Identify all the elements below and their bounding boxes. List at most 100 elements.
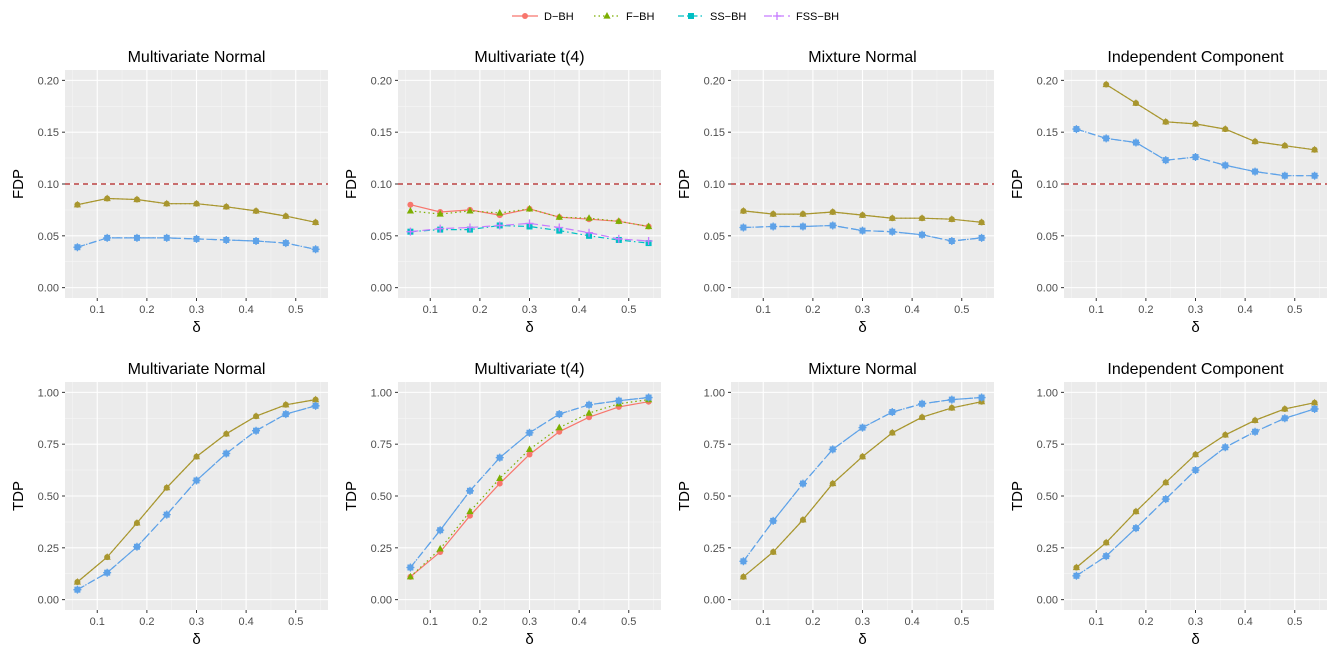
data-point-fss-bh [465, 223, 474, 232]
data-point-fss-bh [769, 516, 778, 525]
data-point-f-bh [311, 395, 320, 403]
data-point-fss-bh [1191, 153, 1200, 162]
data-point-fss-bh [828, 445, 837, 454]
panel-fdp-1: Multivariate Normal 0.00 0.05 0.10 0.15 0.20 0… [10, 49, 328, 336]
panel-title: Multivariate t(4) [474, 361, 584, 378]
data-point-fss-bh [281, 410, 290, 419]
data-point-f-bh [222, 202, 230, 210]
tick-label-y: 0.00 [38, 595, 59, 607]
tick-label-x: 0.4 [238, 616, 253, 628]
data-point-f-bh [1162, 478, 1170, 486]
series-line-fss-bh [410, 222, 649, 242]
data-point-f-bh [103, 553, 111, 560]
data-point-fss-bh [1131, 524, 1140, 533]
x-axis-label: δ [858, 631, 866, 648]
tick-label-y: 0.10 [38, 179, 59, 191]
data-point-f-bh [192, 199, 201, 207]
tick-label-x: 0.3 [1188, 304, 1203, 316]
tick-label-y: 0.20 [704, 75, 725, 87]
data-point-f-bh [918, 413, 926, 420]
tick-label-y: 0.00 [1037, 283, 1058, 295]
data-point-fss-bh [525, 219, 534, 228]
tick-label-y: 0.00 [1037, 595, 1058, 607]
y-axis-label: FDP [10, 169, 27, 199]
tick-label-x: 0.4 [904, 304, 919, 316]
tick-label-y: 0.00 [38, 283, 59, 295]
data-point-d-bh [556, 428, 563, 435]
panel-fdp-3: Mixture Normal 0.00 0.05 0.10 0.15 0.20 0.1 0.2… [676, 49, 994, 336]
data-point-fss-bh [222, 449, 231, 458]
tick-label-y: 0.75 [1037, 439, 1058, 451]
tick-label-y: 0.15 [371, 127, 392, 139]
data-point-fss-bh [739, 223, 748, 232]
data-point-f-bh [739, 206, 748, 214]
tick-label-x: 0.4 [1237, 616, 1252, 628]
tick-label-x: 0.1 [423, 616, 438, 628]
data-point-fss-bh [73, 243, 82, 252]
data-point-fss-bh [918, 230, 927, 239]
legend-item-f-bh: F−BH [594, 11, 654, 23]
data-point-fss-bh [495, 453, 504, 462]
tick-label-x: 0.2 [1138, 616, 1153, 628]
series-line-f-bh [77, 399, 316, 583]
panel-title: Multivariate Normal [128, 361, 266, 378]
data-point-fss-bh [252, 237, 261, 245]
data-point-fss-bh [192, 234, 201, 243]
data-point-fss-bh [614, 396, 623, 405]
data-point-fss-bh [436, 224, 445, 233]
series-fss-bh [73, 401, 320, 594]
data-point-fss-bh [222, 235, 231, 244]
data-point-fss-bh [555, 410, 564, 419]
panel-title: Multivariate Normal [128, 49, 266, 66]
data-point-f-bh [496, 209, 504, 216]
tick-label-y: 0.75 [371, 439, 392, 451]
data-point-f-bh [525, 204, 534, 212]
data-point-d-bh [407, 201, 414, 208]
data-point-f-bh [466, 507, 474, 515]
data-point-fss-bh [1161, 495, 1170, 504]
data-point-fss-bh [162, 233, 171, 242]
tick-label-x: 0.5 [1287, 304, 1302, 316]
tick-label-y: 0.20 [371, 75, 392, 87]
tick-label-y: 0.50 [704, 491, 725, 503]
y-axis-label: FDP [1009, 169, 1026, 199]
data-point-f-bh [1132, 99, 1140, 106]
data-point-f-bh [555, 423, 563, 431]
data-point-f-bh [282, 212, 290, 219]
data-point-fss-bh [436, 526, 445, 535]
x-axis-label: δ [192, 319, 200, 336]
data-point-fss-bh [947, 395, 956, 404]
data-point-f-bh [799, 515, 807, 523]
data-point-fss-bh [614, 234, 623, 243]
data-point-f-bh [948, 403, 956, 411]
data-point-fss-bh [918, 399, 927, 408]
legend-key-marker [773, 12, 781, 20]
data-point-f-bh [1251, 416, 1259, 423]
tick-label-y: 1.00 [1037, 387, 1058, 399]
data-point-f-bh [525, 445, 534, 452]
series-f-bh [406, 204, 653, 230]
data-point-f-bh [739, 572, 748, 580]
data-point-f-bh [1281, 404, 1289, 412]
series-f-bh [406, 395, 653, 580]
tick-label-x: 0.3 [855, 616, 870, 628]
data-point-f-bh [888, 214, 896, 221]
data-point-f-bh [163, 199, 171, 207]
data-point-f-bh [252, 412, 260, 419]
series-f-bh [73, 194, 320, 225]
panel-tdp-3: Mixture Normal 0.00 0.25 0.50 0.75 1.00 0.1 0.2… [676, 361, 994, 648]
data-point-f-bh [1310, 145, 1319, 153]
data-point-fss-bh [977, 233, 986, 242]
data-point-fss-bh [1191, 466, 1200, 475]
series-d-bh [407, 398, 652, 580]
tick-label-x: 0.5 [1287, 616, 1302, 628]
data-point-f-bh [133, 518, 141, 526]
data-point-fss-bh [977, 393, 986, 402]
data-point-f-bh [103, 194, 111, 202]
data-point-f-bh [644, 222, 653, 230]
data-point-fss-bh [495, 221, 504, 230]
data-point-f-bh [311, 218, 320, 225]
data-point-f-bh [1162, 117, 1170, 125]
data-point-fss-bh [252, 426, 261, 435]
legend-key-marker [603, 12, 611, 19]
